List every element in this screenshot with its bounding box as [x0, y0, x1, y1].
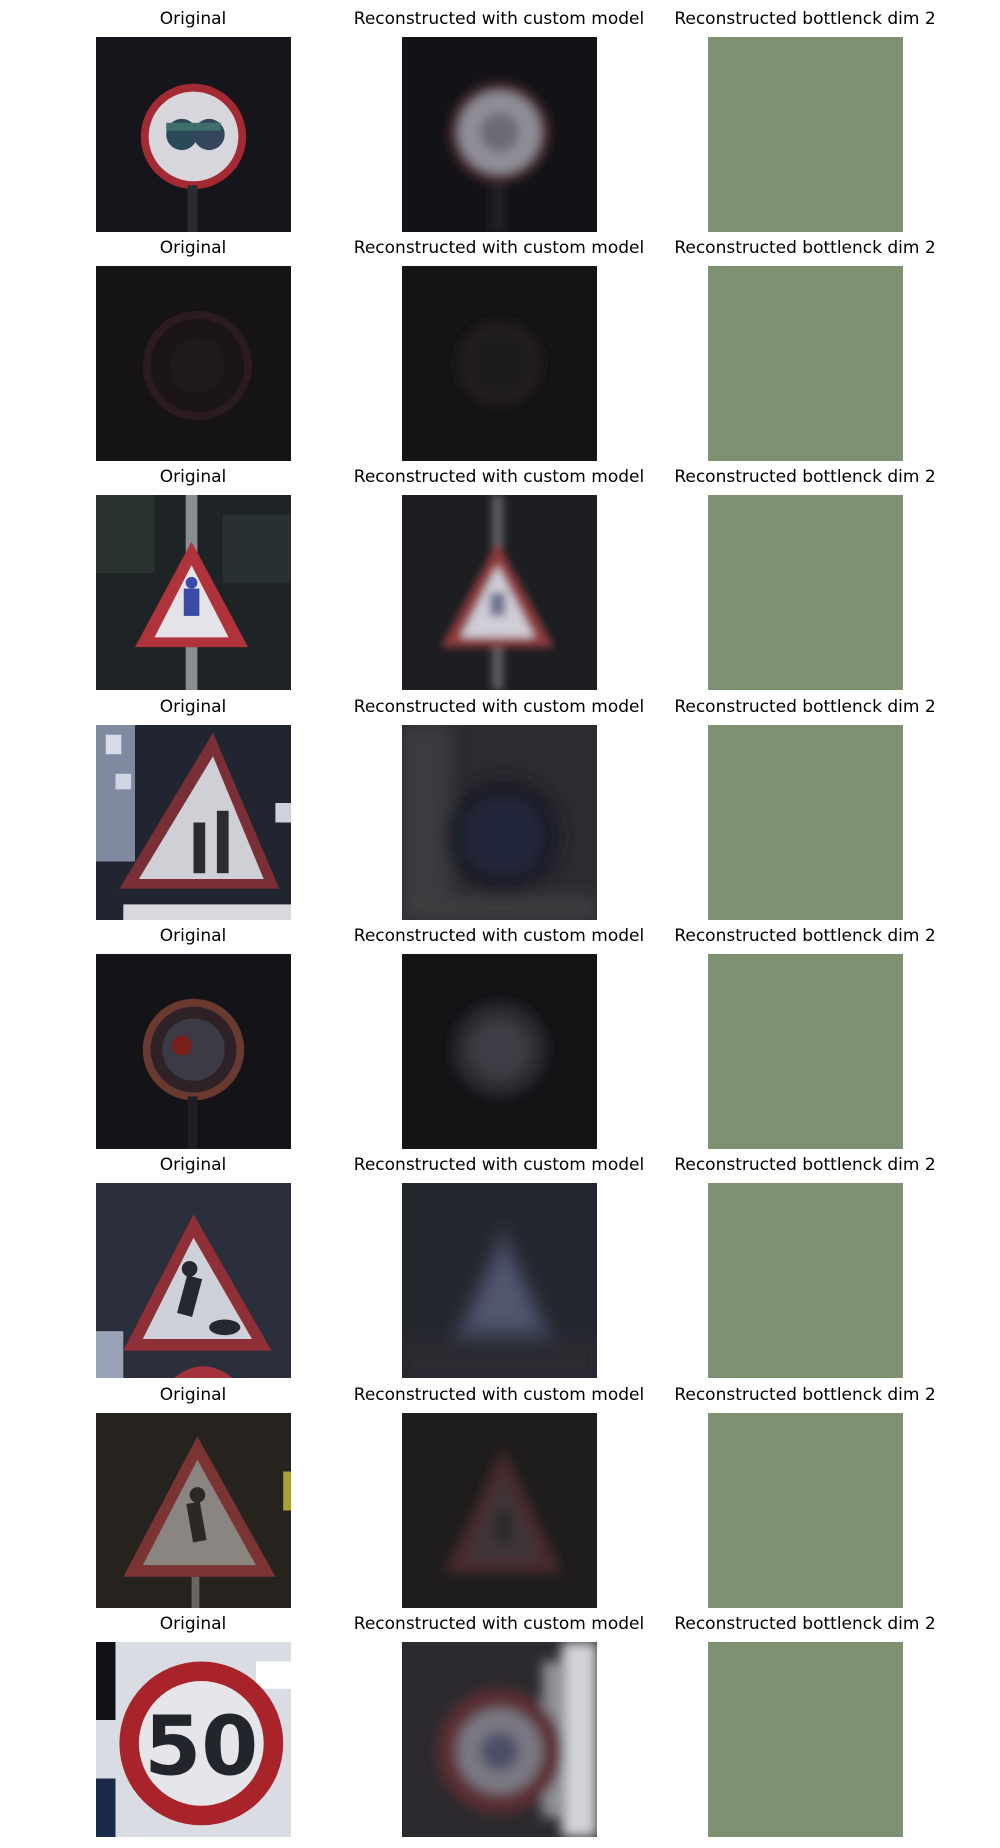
custom-reconstruction-title: Reconstructed with custom model: [353, 467, 645, 487]
custom-reconstruction-cell: Reconstructed with custom model: [354, 233, 644, 462]
original-image: [96, 1183, 291, 1378]
figure-row: Original Reconstructed with custom model: [0, 692, 1000, 921]
original-title: Original: [159, 238, 227, 258]
custom-reconstruction-cell: Reconstructed with custom model: [354, 1150, 644, 1379]
original-title: Original: [159, 697, 227, 717]
original-image: [96, 1413, 291, 1608]
dim2-reconstruction-cell: Reconstructed bottlenck dim 2: [674, 233, 936, 462]
original-image: [96, 725, 291, 920]
dim2-reconstruction-cell: Reconstructed bottlenck dim 2: [674, 921, 936, 1150]
custom-reconstruction-image: [402, 495, 597, 690]
dim2-reconstruction-cell: Reconstructed bottlenck dim 2: [674, 1609, 936, 1838]
custom-reconstruction-title: Reconstructed with custom model: [353, 238, 645, 258]
original-image: [96, 495, 291, 690]
figure-row: Original Reconstructed with custom model: [0, 921, 1000, 1150]
original-cell: Original: [78, 921, 308, 1150]
dim2-reconstruction-image: [708, 495, 903, 690]
dim2-reconstruction-image: [708, 266, 903, 461]
custom-reconstruction-image: [402, 1183, 597, 1378]
custom-reconstruction-title: Reconstructed with custom model: [353, 1155, 645, 1175]
figure-row: Original Reconstructed with custom model: [0, 1150, 1000, 1379]
figure-row: Original Reconstructed with custom model: [0, 4, 1000, 233]
original-cell: Original: [78, 1150, 308, 1379]
dim2-reconstruction-title: Reconstructed bottlenck dim 2: [674, 238, 936, 258]
original-image: [96, 266, 291, 461]
custom-reconstruction-image: [402, 954, 597, 1149]
figure-row: Original Reconstructed with custom model…: [0, 233, 1000, 462]
custom-reconstruction-cell: Reconstructed with custom model: [354, 462, 644, 691]
dim2-reconstruction-title: Reconstructed bottlenck dim 2: [674, 697, 936, 717]
dim2-reconstruction-image: [708, 1642, 903, 1837]
dim2-reconstruction-cell: Reconstructed bottlenck dim 2: [674, 4, 936, 233]
original-cell: Original: [78, 4, 308, 233]
figure-row: Original Reconstructed with custom model: [0, 1380, 1000, 1609]
dim2-reconstruction-cell: Reconstructed bottlenck dim 2: [674, 692, 936, 921]
original-title: Original: [159, 1155, 227, 1175]
custom-reconstruction-image: [402, 725, 597, 920]
dim2-reconstruction-title: Reconstructed bottlenck dim 2: [674, 1614, 936, 1634]
custom-reconstruction-image: [402, 266, 597, 461]
dim2-reconstruction-cell: Reconstructed bottlenck dim 2: [674, 462, 936, 691]
custom-reconstruction-title: Reconstructed with custom model: [353, 926, 645, 946]
custom-reconstruction-title: Reconstructed with custom model: [353, 1614, 645, 1634]
dim2-reconstruction-title: Reconstructed bottlenck dim 2: [674, 467, 936, 487]
dim2-reconstruction-image: [708, 725, 903, 920]
custom-reconstruction-image: [402, 1413, 597, 1608]
custom-reconstruction-title: Reconstructed with custom model: [353, 697, 645, 717]
custom-reconstruction-image: [402, 37, 597, 232]
original-cell: Original: [78, 1380, 308, 1609]
dim2-reconstruction-cell: Reconstructed bottlenck dim 2: [674, 1150, 936, 1379]
custom-reconstruction-cell: Reconstructed with custom model: [354, 921, 644, 1150]
original-title: Original: [159, 467, 227, 487]
original-cell: Original: [78, 692, 308, 921]
custom-reconstruction-title: Reconstructed with custom model: [353, 9, 645, 29]
custom-reconstruction-cell: Reconstructed with custom model: [354, 1609, 644, 1838]
custom-reconstruction-cell: Reconstructed with custom model: [354, 692, 644, 921]
dim2-reconstruction-title: Reconstructed bottlenck dim 2: [674, 926, 936, 946]
dim2-reconstruction-title: Reconstructed bottlenck dim 2: [674, 9, 936, 29]
dim2-reconstruction-title: Reconstructed bottlenck dim 2: [674, 1385, 936, 1405]
custom-reconstruction-cell: Reconstructed with custom model: [354, 4, 644, 233]
original-image: 50: [96, 1642, 291, 1837]
dim2-reconstruction-image: [708, 1183, 903, 1378]
original-title: Original: [159, 926, 227, 946]
dim2-reconstruction-title: Reconstructed bottlenck dim 2: [674, 1155, 936, 1175]
original-cell: Original: [78, 462, 308, 691]
dim2-reconstruction-cell: Reconstructed bottlenck dim 2: [674, 1380, 936, 1609]
figure-row: Original Reconstructed with custom model: [0, 462, 1000, 691]
speed-limit-number: 50: [144, 1700, 258, 1795]
original-title: Original: [159, 1614, 227, 1634]
custom-reconstruction-title: Reconstructed with custom model: [353, 1385, 645, 1405]
dim2-reconstruction-image: [708, 37, 903, 232]
custom-reconstruction-image: [402, 1642, 597, 1837]
original-image: [96, 37, 291, 232]
figure-row: Original 50 Reconstructed with custom mo…: [0, 1609, 1000, 1838]
custom-reconstruction-cell: Reconstructed with custom model: [354, 1380, 644, 1609]
original-cell: Original: [78, 233, 308, 462]
original-title: Original: [159, 9, 227, 29]
original-title: Original: [159, 1385, 227, 1405]
original-cell: Original 50: [78, 1609, 308, 1838]
dim2-reconstruction-image: [708, 1413, 903, 1608]
dim2-reconstruction-image: [708, 954, 903, 1149]
original-image: [96, 954, 291, 1149]
